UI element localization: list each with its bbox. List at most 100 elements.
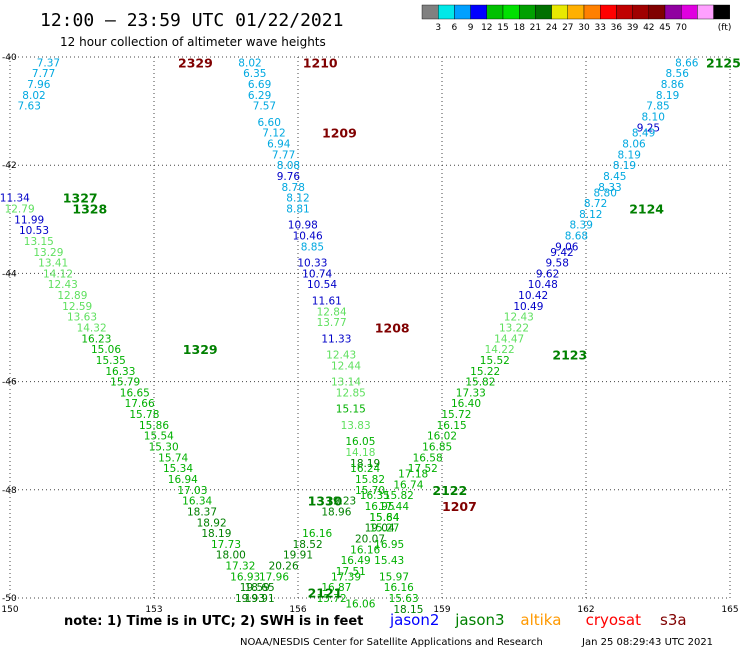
color-legend: 3 6 9 12 15 18 21 24 27 30 33 36 39 42 45 70 (ft) [421,4,731,33]
wave-height-point: 16.33 [105,366,135,378]
pass-label: 1210 [303,55,338,70]
pass-label: 2123 [552,348,587,363]
pass-label: 1327 [63,191,98,206]
wave-height-point: 20.07 [355,533,385,545]
wave-height-point: 10.74 [302,268,332,280]
wave-height-point: 15.27 [369,523,399,535]
x-tick-label: 156 [289,605,306,615]
wave-height-point: 16.95 [374,539,404,551]
legend-swatch [600,4,617,20]
legend-label: 39 [627,23,639,33]
footer-timestamp: Jan 25 08:29:43 UTC 2021 [581,637,713,648]
wave-height-point: 15.78 [129,409,159,421]
wave-height-point: 19.59 [240,582,270,594]
wave-height-point: 13.15 [24,236,54,248]
pass-label: 2329 [178,55,213,70]
legend-swatch [583,4,601,20]
legend-swatch [486,4,504,20]
satellite-legend-item: cryosat [586,611,641,629]
wave-height-point: 17.18 [398,469,428,481]
satellite-legend-item: jason3 [454,611,504,629]
wave-height-point: 16.87 [321,582,351,594]
wave-height-point: 8.81 [286,203,309,215]
wave-height-point: 15.86 [139,420,169,432]
wave-height-point: 12.84 [317,306,347,318]
wave-height-point: 15.30 [149,442,179,454]
wave-height-point: 16.74 [393,479,423,491]
legend-label: 9 [468,23,474,33]
wave-height-point: 15.72 [441,409,471,421]
legend-swatch [519,4,536,20]
wave-height-point: 8.86 [661,79,685,91]
wave-height-point: 17.96 [259,571,289,583]
wave-height-point: 14.12 [43,268,73,280]
wave-height-point: 16.95 [365,501,395,513]
wave-height-point: 15.82 [355,474,385,486]
wave-height-point: 11.33 [321,333,351,345]
wave-height-point: 16.58 [413,452,443,464]
legend-swatch [438,4,455,20]
wave-height-point: 10.49 [513,301,543,313]
wave-height-point: 13.22 [499,323,529,335]
footer-note: note: 1) Time is in UTC; 2) SWH is in fe… [64,614,363,629]
wave-height-point: 15.22 [470,366,500,378]
wave-height-point: 6.29 [248,90,271,102]
wave-height-point: 10.48 [528,279,558,291]
wave-height-point: 10.33 [297,258,327,270]
wave-height-point: 11.99 [14,214,44,226]
legend-swatch [551,4,568,20]
legend-swatch [616,4,633,20]
wave-height-point: 7.37 [37,57,60,69]
chart-subtitle: 12 hour collection of altimeter wave hei… [60,35,326,49]
legend-swatch [454,4,471,20]
wave-height-point: 12.44 [331,360,361,372]
wave-height-point: 15.54 [144,431,174,443]
legend-label: 12 [481,23,492,33]
wave-height-point: 16.23 [81,333,111,345]
wave-height-point: 12.79 [5,203,35,215]
wave-height-point: 8.49 [632,128,655,140]
wave-height-point: 9.58 [546,258,569,270]
wave-height-point: 18.92 [197,517,227,529]
wave-height-point: 8.66 [675,57,699,69]
wave-height-point: 6.35 [243,68,266,80]
wave-height-point: 7.77 [32,68,55,80]
wave-height-point: 18.52 [293,539,323,551]
wave-height-point: 10.46 [293,231,323,243]
wave-height-point: 19.91 [283,550,313,562]
legend-label: 70 [675,23,687,33]
wave-height-point: 17.03 [177,485,207,497]
wave-height-point: 15.06 [91,344,121,356]
wave-height-point: 17.52 [408,463,438,475]
legend-label: 24 [546,23,558,33]
y-tick-label: -46 [2,378,17,388]
wave-height-point: 17.33 [456,387,486,399]
wave-height-point: 16.16 [384,582,414,594]
wave-height-point: 12.89 [57,290,87,302]
wave-height-point: 18.00 [216,550,246,562]
wave-height-point: 7.96 [27,79,51,91]
legend-swatch [567,4,585,20]
wave-height-point: 8.56 [666,68,690,80]
wave-height-point: 15.72 [317,593,347,605]
wave-height-point: 15.82 [465,377,495,389]
wave-height-point: 8.02 [238,57,261,69]
wave-height-point: 13.29 [33,247,63,259]
wave-height-point: 16.93 [230,571,260,583]
wave-height-point: 18.15 [393,604,423,616]
wave-height-point: 8.39 [570,220,593,232]
legend-swatch [713,4,730,20]
wave-height-point: 10.98 [288,220,318,232]
satellite-legend-item: altika [520,611,561,629]
wave-height-point: 19.04 [365,523,395,535]
pass-label: 1208 [375,321,410,336]
wave-height-point: 10.54 [307,279,337,291]
satellite-legend-item: s3a [660,611,687,629]
pass-label: 2122 [432,483,467,498]
legend-label: 15 [497,23,508,33]
wave-height-point: 15.70 [355,485,385,497]
wave-height-point: 15.64 [369,512,399,524]
wave-height-point: 14.22 [485,344,515,356]
wave-height-point: 9.06 [555,241,579,253]
